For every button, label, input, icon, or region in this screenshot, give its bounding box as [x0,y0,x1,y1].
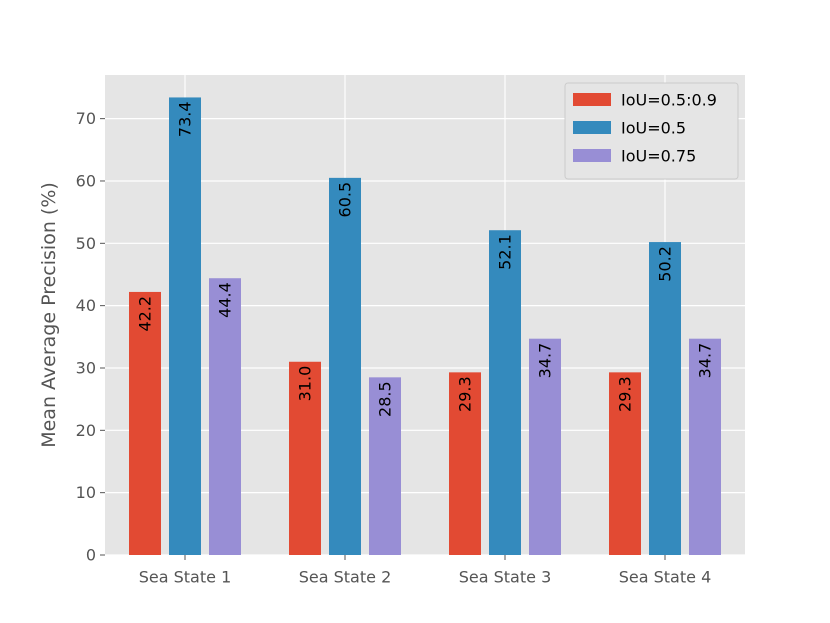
bar [329,177,361,555]
x-tick-label: Sea State 4 [619,568,712,587]
bar-value-label: 52.1 [496,234,515,270]
legend: IoU=0.5:0.9 IoU=0.5 IoU=0.75 [564,82,739,180]
y-tick-label: 20 [76,421,96,440]
y-tick-label: 50 [76,234,96,253]
bar [489,230,521,556]
bar-value-label: 34.7 [536,343,555,379]
y-tick-label: 40 [76,296,96,315]
y-tick-label: 0 [86,546,96,565]
bar [649,242,681,555]
x-tick-label: Sea State 1 [139,568,232,587]
legend-label: IoU=0.5:0.9 [621,91,717,110]
y-tick-label: 10 [76,483,96,502]
legend-label: IoU=0.5 [621,119,686,138]
bar-value-label: 44.4 [216,282,235,318]
bar [529,338,561,555]
bars: 42.2 31.0 29.3 29.3 73.4 60.5 52.1 50.2 44.4 28.5… [129,97,721,556]
y-tick-label: 60 [76,171,96,190]
legend-swatch [573,149,611,162]
bar-value-label: 34.7 [696,343,715,379]
bar-value-label: 73.4 [176,101,195,137]
x-tick-label: Sea State 3 [459,568,552,587]
x-axis-ticks: Sea State 1 Sea State 2 Sea State 3 Sea Sta… [139,555,712,587]
bar [369,377,401,555]
bar [689,338,721,555]
legend-swatch [573,93,611,106]
bar-value-label: 50.2 [656,246,675,282]
bar-value-label: 60.5 [336,182,355,218]
legend-swatch [573,121,611,134]
bar [129,291,161,555]
bar [449,372,481,555]
bar [169,97,201,555]
bar [209,278,241,555]
bar [289,361,321,555]
y-axis-ticks: 0 10 20 30 40 50 60 70 [76,109,105,565]
bar-value-label: 29.3 [616,376,635,412]
bar-value-label: 29.3 [456,376,475,412]
legend-label: IoU=0.75 [621,147,696,166]
bar-value-label: 42.2 [136,296,155,332]
y-axis-title: Mean Average Precision (%) [38,182,60,448]
y-tick-label: 30 [76,358,96,377]
bar [609,372,641,555]
y-tick-label: 70 [76,109,96,128]
bar-value-label: 28.5 [376,381,395,417]
x-tick-label: Sea State 2 [299,568,392,587]
bar-value-label: 31.0 [296,366,315,402]
